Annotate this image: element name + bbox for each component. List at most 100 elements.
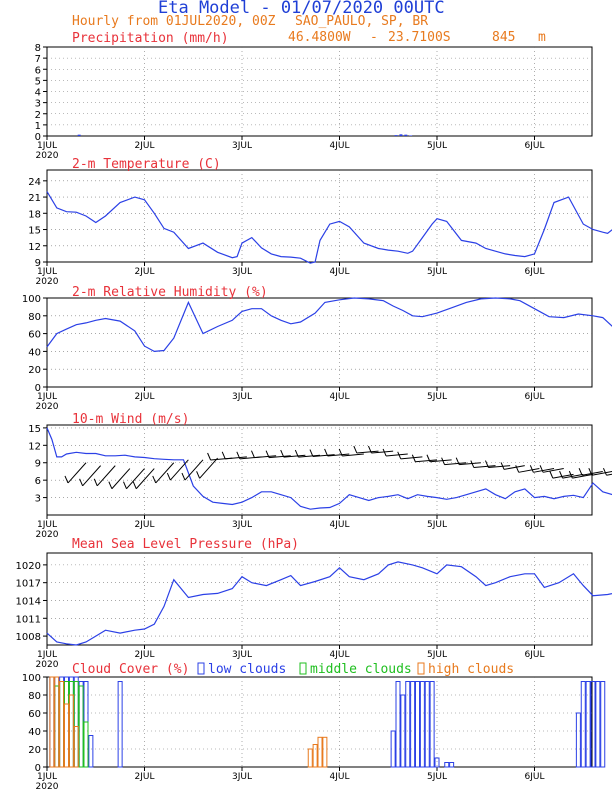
wind-barb-feather [568, 470, 573, 479]
wind-barb-feather [309, 449, 314, 457]
wind-barb [444, 462, 467, 466]
y-tick-label: 12 [28, 441, 41, 452]
cloud-bar [600, 681, 606, 768]
wind-barb-feather [250, 450, 255, 458]
wind-barb-feather [294, 449, 299, 458]
wind-barb-feather [484, 460, 489, 468]
wind-barb-feather [578, 468, 583, 476]
wind-barb [415, 459, 438, 463]
x-year-label: 2020 [36, 530, 59, 540]
cloud-bar [410, 681, 416, 768]
y-tick-label: 6 [35, 65, 41, 76]
precip-bar [77, 134, 81, 136]
cloud-bar [429, 681, 435, 768]
cloud-bar [59, 681, 65, 768]
x-tick-label: 4JUL [330, 392, 350, 402]
wind-barb-feather [455, 457, 460, 465]
wind-barb [371, 450, 394, 454]
x-tick-label: 1JUL [37, 141, 57, 151]
wind-barb-feather [265, 450, 270, 458]
wind-barb-feather [132, 481, 137, 489]
x-tick-label: 6JUL [525, 141, 545, 151]
cloud-bar [590, 681, 596, 768]
y-tick-label: 15 [28, 424, 41, 435]
panel-frame [46, 297, 593, 388]
x-tick-label: 3JUL [232, 392, 252, 402]
y-tick-label: 100 [22, 673, 41, 684]
x-tick-label: 2JUL [135, 772, 155, 782]
y-tick-label: 18 [28, 209, 41, 220]
wind-barb [283, 454, 306, 458]
y-tick-label: 7 [35, 54, 41, 65]
x-tick-label: 3JUL [232, 141, 252, 151]
wind-barb-feather [397, 451, 402, 460]
x-tick-label: 2JUL [135, 267, 155, 277]
cloud-bar [64, 703, 69, 768]
wind-barb [225, 456, 247, 460]
y-tick-label: 3 [35, 99, 41, 110]
series-line [46, 427, 612, 510]
legend-swatch [299, 662, 307, 675]
cloud-bar [83, 681, 89, 768]
x-tick-label: 6JUL [525, 392, 545, 402]
x-tick-label: 3JUL [232, 520, 252, 530]
y-tick-label: 1014 [16, 596, 41, 607]
y-tick-label: 12 [28, 242, 41, 253]
wind-barb [269, 455, 291, 459]
x-year-label: 2020 [36, 277, 59, 287]
wind-barb-feather [236, 451, 241, 460]
cloud-bar [68, 681, 74, 768]
wind-barb-feather [207, 452, 212, 461]
y-tick-label: 80 [28, 691, 41, 702]
wind-barb-feather [602, 468, 607, 476]
wind-barb-feather [93, 478, 98, 487]
y-tick-label: 3 [35, 494, 41, 505]
wind-barb-feather [64, 475, 69, 484]
wind-barb-feather [166, 472, 171, 481]
x-tick-label: 5JUL [427, 650, 447, 660]
wind-barb-feather [441, 457, 446, 465]
wind-barb-feather [529, 465, 534, 473]
y-tick-label: 40 [28, 347, 41, 358]
x-tick-label: 5JUL [427, 520, 447, 530]
wind-barb-feather [515, 465, 520, 473]
cloud-bar [68, 694, 74, 768]
y-tick-label: 5 [35, 76, 41, 87]
cloud-bar [415, 681, 420, 768]
x-tick-label: 1JUL [37, 772, 57, 782]
chart-subtitle: Hourly from 01JUL2020, 00Z [72, 14, 276, 29]
y-tick-label: 1008 [16, 632, 41, 643]
wind-barb [356, 450, 379, 454]
x-tick-label: 5JUL [427, 392, 447, 402]
x-year-label: 2020 [36, 660, 59, 670]
y-tick-label: 24 [28, 177, 41, 188]
y-tick-label: 4 [35, 88, 41, 99]
y-tick-label: 40 [28, 727, 41, 738]
cloud-bar [73, 726, 79, 768]
y-tick-label: 9 [35, 258, 41, 269]
y-tick-label: 15 [28, 226, 41, 237]
station-latitude: 23.7100S [388, 30, 451, 45]
cloud-bar [88, 735, 94, 768]
cloud-bar [317, 736, 323, 768]
cloud-bar [117, 681, 123, 768]
x-tick-label: 1JUL [37, 650, 57, 660]
wind-barb-feather [470, 460, 475, 468]
legend-swatch [417, 662, 425, 675]
wind-barb-feather [500, 462, 505, 470]
wind-barb-feather [549, 470, 554, 479]
wind-barb [503, 465, 525, 470]
cloud-bar [83, 721, 89, 768]
cloud-bar [449, 762, 455, 768]
x-tick-label: 5JUL [427, 267, 447, 277]
precip-bar [404, 134, 408, 136]
cloud-bar [312, 744, 318, 768]
cloud-bar [444, 762, 450, 768]
wind-barb [327, 453, 350, 457]
cloud-bar [400, 694, 406, 768]
y-tick-label: 100 [22, 294, 41, 305]
x-year-label: 2020 [36, 402, 59, 412]
x-tick-label: 2JUL [135, 520, 155, 530]
station-longitude: 46.4800W [288, 30, 351, 45]
